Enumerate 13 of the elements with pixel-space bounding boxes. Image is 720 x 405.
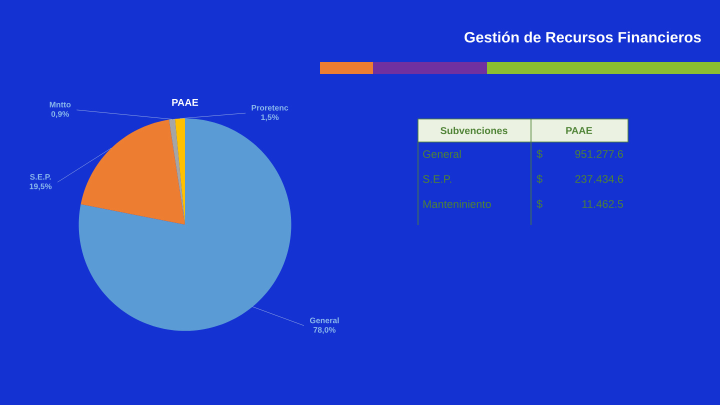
- text: Subvenciones: [440, 126, 508, 134]
- text: 951.277.6: [575, 150, 623, 158]
- text: $: [536, 174, 542, 184]
- text: $: [536, 200, 542, 208]
- text: 11.462.5: [582, 200, 624, 208]
- text: Manteniniento: [423, 200, 491, 208]
- chart-title: PAAE: [172, 98, 198, 106]
- text: General: [423, 150, 461, 158]
- text: S.E.P.: [423, 175, 452, 183]
- text: 237.434.6: [575, 175, 623, 183]
- text: Gestión de Recursos Financieros: [464, 31, 701, 43]
- text: PAAE: [566, 127, 592, 134]
- text: $: [536, 150, 542, 158]
